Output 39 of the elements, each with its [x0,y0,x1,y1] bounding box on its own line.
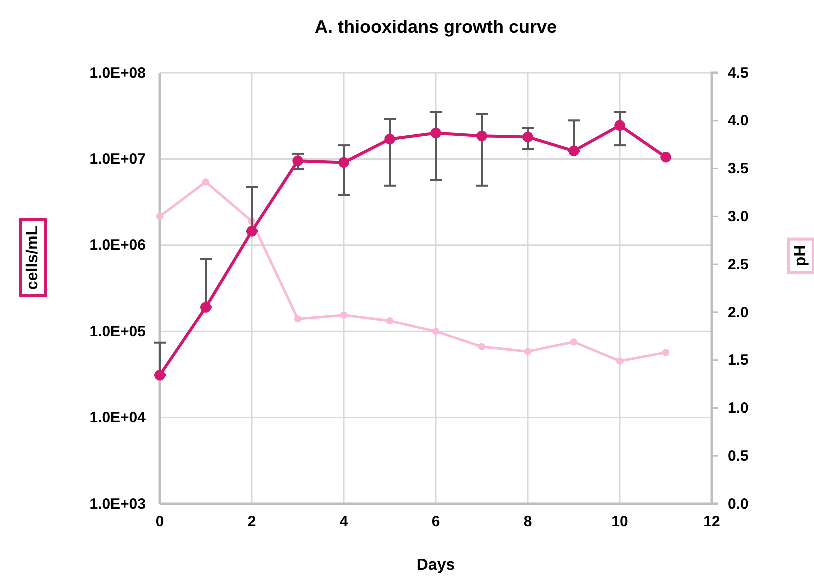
y2-tick-label: 1.0 [728,400,749,418]
x-axis-title: Days [416,557,456,574]
y2-tick-label: 2.5 [728,256,749,274]
x-tick-label: 10 [612,514,628,531]
point [246,226,258,237]
point [384,134,396,145]
point [154,370,166,381]
x-tick-label: 0 [156,514,164,531]
point [476,130,488,142]
point [200,302,212,313]
y-axis-title: cells/mL [24,226,42,290]
point [292,156,304,166]
point [568,146,580,156]
point [660,152,672,163]
y2-tick-label: 2.0 [728,304,749,322]
y2-tick-label: 4.5 [728,64,749,82]
y2-tick-label: 0.5 [728,448,749,465]
y2-axis-title: pH [792,245,810,267]
y2-tick-label: 3.0 [728,208,749,226]
y2-tick-label: 3.5 [728,160,749,178]
y-tick-label: 1.0E+08 [90,64,146,82]
x-tick-label: 4 [340,514,349,531]
chart-title: A. thiooxidans growth curve [314,17,558,37]
x-tick-label: 2 [248,514,256,531]
y-tick-label: 1.0E+07 [90,151,146,168]
point [522,132,534,143]
x-tick-label: 8 [524,514,532,531]
y-tick-label: 1.0E+03 [90,496,146,513]
y-tick-label: 1.0E+04 [90,410,147,427]
y2-tick-label: 4.0 [728,112,749,130]
y2-tick-label: 1.5 [728,352,749,370]
y-tick-label: 1.0E+06 [90,237,146,254]
x-tick-label: 6 [432,514,440,531]
y2-tick-label: 0.0 [728,496,749,513]
x-tick-label: 12 [704,514,720,531]
point [614,120,626,131]
point [338,157,350,168]
y-tick-label: 1.0E+05 [90,323,146,340]
point [430,128,442,139]
